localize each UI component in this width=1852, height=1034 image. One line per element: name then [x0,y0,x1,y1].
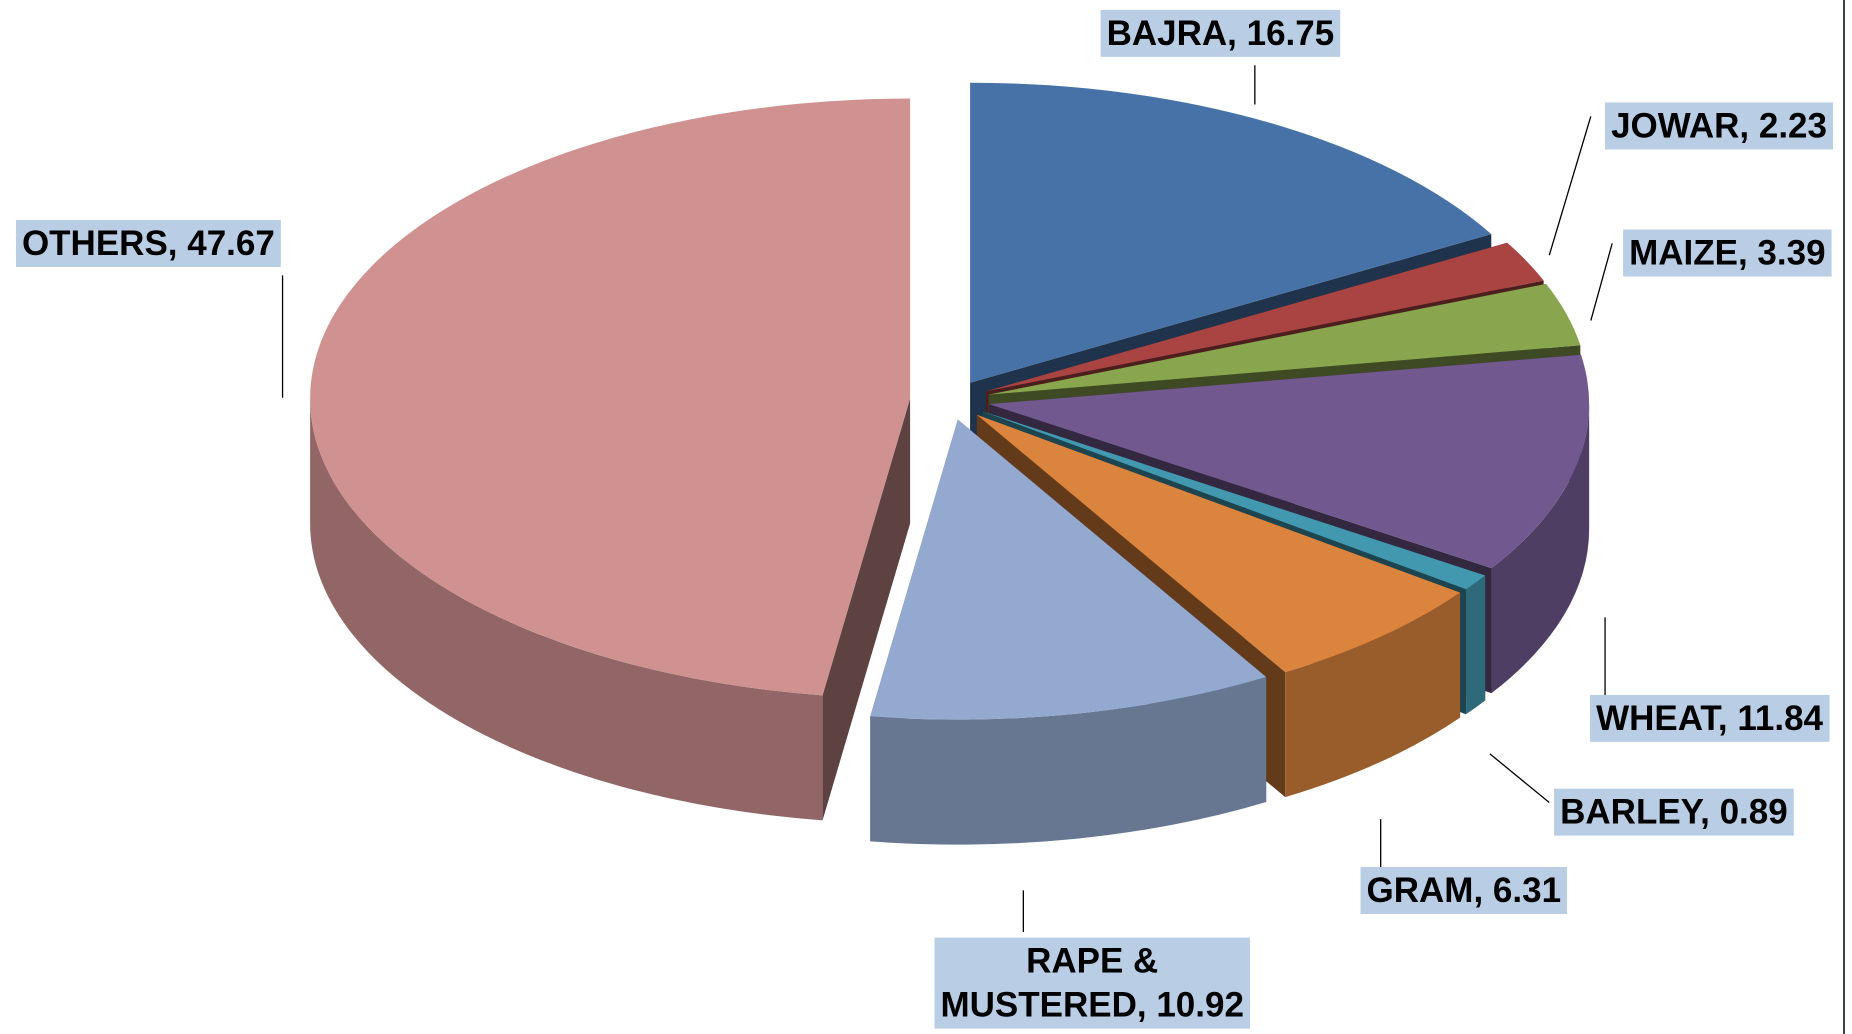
label-box [1360,867,1568,915]
leader-line [1489,753,1550,804]
slice-edge [822,398,911,821]
slice [988,283,1581,395]
data-label: BAJRA, 16.75 [1107,14,1335,53]
slice-side [1466,575,1486,715]
slice [970,82,1492,383]
leader-line [1548,116,1592,256]
label-box [1623,229,1832,277]
slice-side [1491,404,1590,694]
slice-side [1285,592,1461,798]
data-label: OTHERS, 47.67 [22,224,275,263]
slice [986,242,1544,392]
slice [976,414,1461,673]
label-line: RAPE & [1026,942,1158,981]
slice-side [870,676,1267,845]
slice [982,411,1486,590]
slice-side [310,398,823,821]
label-box [1100,9,1341,57]
label-box [1590,694,1830,742]
label-line: MUSTERED, 10.92 [940,986,1243,1025]
slice [310,98,911,696]
data-label: MAIZE, 3.39 [1629,233,1825,272]
label-box [15,219,281,267]
data-label: JOWAR, 2.23 [1611,106,1827,145]
label-box [1605,102,1833,150]
data-label: WHEAT, 11.84 [1596,699,1823,738]
label-box [934,937,1250,1029]
label-box [1554,788,1794,836]
leader-line [1590,243,1613,321]
slice [870,419,1267,720]
data-label: RAPE & MUSTERED, 10.92 [940,942,1243,1025]
data-label: GRAM, 6.31 [1367,871,1562,910]
data-label: BARLEY, 0.89 [1560,793,1788,832]
slice [989,354,1590,569]
